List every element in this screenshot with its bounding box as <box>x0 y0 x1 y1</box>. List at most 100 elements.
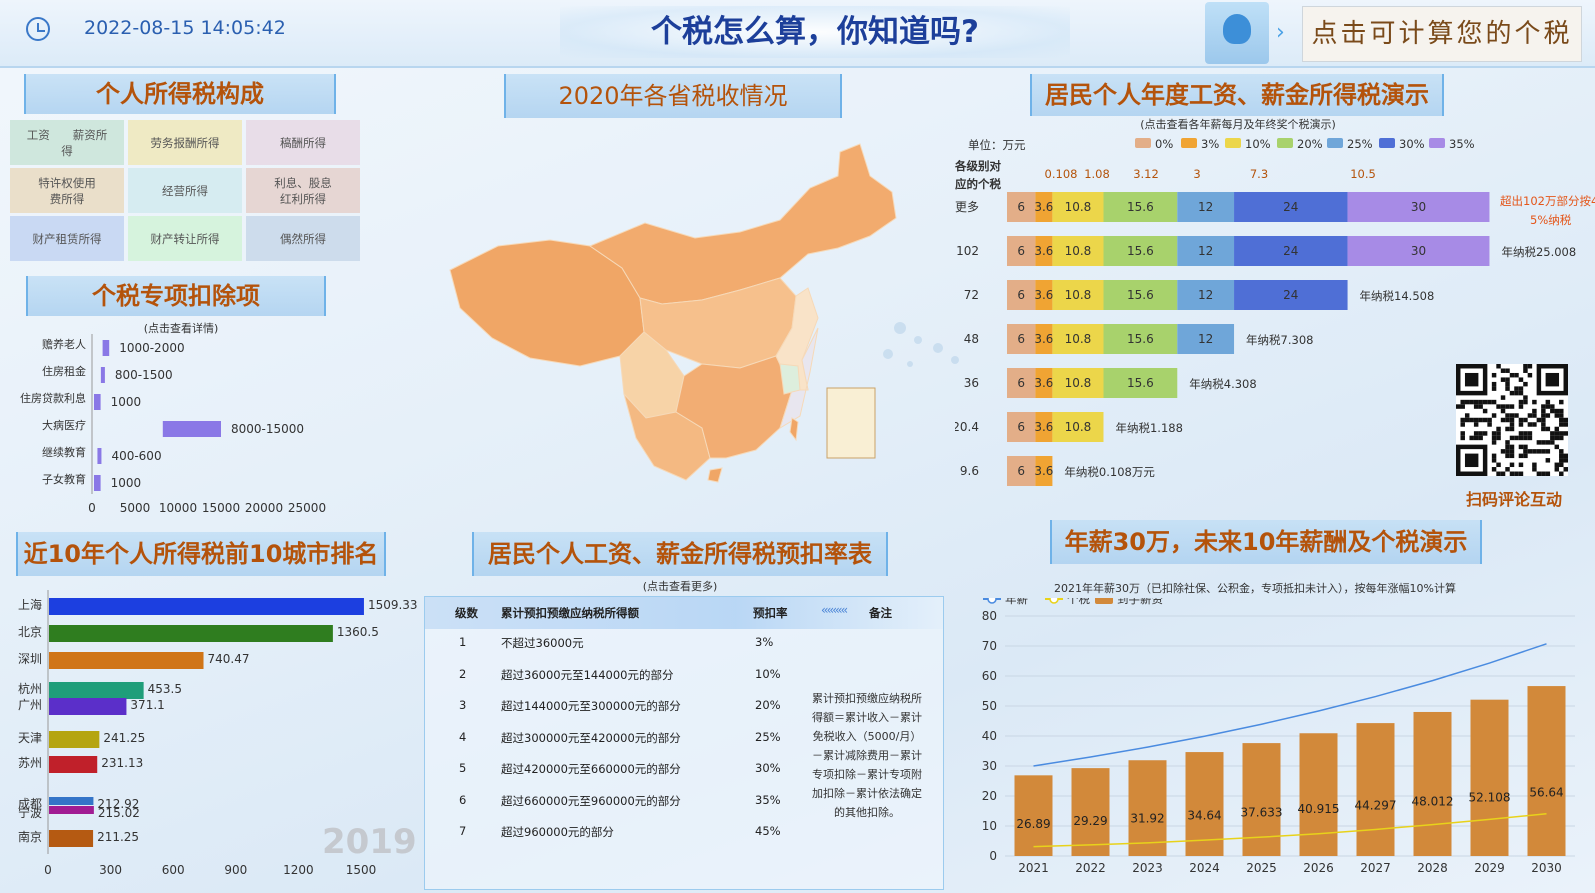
stack-segment[interactable] <box>1177 192 1235 222</box>
stack-segment[interactable] <box>1052 280 1104 310</box>
net-salary-bar[interactable] <box>1242 743 1281 856</box>
stack-segment[interactable] <box>1052 236 1104 266</box>
rate-table-row[interactable]: 3 超过144000元至300000元的部分 20% <box>425 698 795 722</box>
rate-table-row[interactable]: 4 超过300000元至420000元的部分 25% <box>425 730 795 754</box>
stack-segment[interactable] <box>1052 412 1104 442</box>
deduction-bar[interactable] <box>100 367 105 383</box>
stack-segment[interactable] <box>1035 456 1053 486</box>
stack-segment[interactable] <box>1103 368 1178 398</box>
calculate-tax-button[interactable]: 点击可计算您的个税 <box>1302 6 1582 62</box>
stack-segment[interactable] <box>1007 280 1036 310</box>
annual-salary-line[interactable] <box>1033 643 1547 767</box>
calculator-user-icon[interactable] <box>1205 2 1269 64</box>
stack-segment[interactable] <box>1103 236 1178 266</box>
stack-segment[interactable] <box>1177 280 1235 310</box>
net-salary-bar[interactable] <box>1470 699 1509 856</box>
stack-segment[interactable] <box>1103 192 1178 222</box>
legend-swatch[interactable] <box>1277 138 1293 148</box>
stack-segment[interactable] <box>1035 368 1053 398</box>
city-bar[interactable] <box>49 806 94 814</box>
income-type-cell[interactable]: 劳务报酬所得 <box>128 120 242 165</box>
legend-swatch[interactable] <box>1135 138 1151 148</box>
stack-segment[interactable] <box>1234 280 1348 310</box>
map-region-north[interactable] <box>588 143 897 305</box>
map-region-hainan[interactable] <box>707 467 723 483</box>
deduction-bar[interactable] <box>162 421 221 437</box>
map-region-coast[interactable] <box>779 327 819 430</box>
stack-segment[interactable] <box>1007 236 1036 266</box>
net-salary-bar[interactable] <box>1413 711 1452 856</box>
stack-segment[interactable] <box>1103 324 1178 354</box>
legend-swatch[interactable] <box>1379 138 1395 148</box>
city-bar[interactable] <box>49 682 144 699</box>
stack-segment[interactable] <box>1177 324 1235 354</box>
city-rank-chart[interactable]: 上海 1509.33 北京 1360.5 深圳 740.47 杭州 453.5 广州 371.1 天… <box>8 590 418 890</box>
map-region-fujian[interactable] <box>779 363 801 395</box>
deduction-bar[interactable] <box>94 394 101 410</box>
salary10-chart[interactable]: 年薪 个税 到手薪资0102030405060708026.89202129.292… <box>975 598 1595 893</box>
stack-segment[interactable] <box>1007 456 1036 486</box>
stack-segment[interactable] <box>1052 192 1104 222</box>
net-salary-bar[interactable] <box>1014 775 1053 856</box>
stack-segment[interactable] <box>1007 368 1036 398</box>
stack-segment[interactable] <box>1007 324 1036 354</box>
legend-swatch[interactable] <box>1181 138 1197 148</box>
deduction-bar[interactable] <box>94 475 101 491</box>
income-type-cell[interactable]: 财产转让所得 <box>128 216 242 261</box>
stack-segment[interactable] <box>1052 324 1104 354</box>
city-bar[interactable] <box>49 625 333 642</box>
map-region-taiwan[interactable] <box>789 417 799 442</box>
stack-segment[interactable] <box>1035 236 1053 266</box>
salary-legend-swatch[interactable] <box>1095 598 1113 604</box>
rate-table-row[interactable]: 2 超过36000元至144000元的部分 10% <box>425 667 795 691</box>
china-tax-map[interactable] <box>440 128 980 508</box>
city-bar[interactable] <box>49 830 94 847</box>
income-type-cell[interactable]: 稿酬所得 <box>246 120 360 165</box>
stack-segment[interactable] <box>1103 280 1178 310</box>
legend-swatch[interactable] <box>1429 138 1445 148</box>
income-type-cell[interactable]: 经营所得 <box>128 168 242 213</box>
net-salary-bar[interactable] <box>1527 686 1566 856</box>
stack-segment[interactable] <box>1234 192 1348 222</box>
qr-code[interactable] <box>1456 364 1568 476</box>
rate-table-row[interactable]: 6 超过660000元至960000元的部分 35% <box>425 793 795 817</box>
deduction-chart[interactable]: 赡养老人 1000-2000 住房租金 800-1500 住房贷款利息 1000 大病医疗 8… <box>8 334 388 520</box>
income-type-cell[interactable]: 偶然所得 <box>246 216 360 261</box>
annual-tax-chart[interactable]: 0% 3% 10% 20% 25% 30% 35% 0.108 1.08 3.12 3 7.3 10.5… <box>955 130 1595 495</box>
rate-table-row[interactable]: 1 不超过36000元 3% <box>425 635 795 659</box>
city-bar[interactable] <box>49 598 364 615</box>
stack-segment[interactable] <box>1007 192 1036 222</box>
stack-segment[interactable] <box>1035 280 1053 310</box>
annual-demo-subtitle[interactable]: (点击查看各年薪每月及年终奖个税演示) <box>1140 118 1336 131</box>
income-type-cell[interactable]: 利息、股息 红利所得 <box>246 168 360 213</box>
deduction-bar[interactable] <box>97 448 102 464</box>
stack-segment[interactable] <box>1234 236 1348 266</box>
city-bar[interactable] <box>49 797 94 805</box>
net-salary-bar[interactable] <box>1071 768 1110 856</box>
stack-segment[interactable] <box>1007 412 1036 442</box>
net-salary-bar[interactable] <box>1185 752 1224 856</box>
city-bar[interactable] <box>49 731 100 748</box>
rate-table-subtitle[interactable]: (点击查看更多) <box>642 580 718 593</box>
stack-segment[interactable] <box>1035 324 1053 354</box>
stack-segment[interactable] <box>1347 192 1490 222</box>
tax-line[interactable] <box>1033 812 1547 848</box>
legend-swatch[interactable] <box>1225 138 1241 148</box>
income-type-cell[interactable]: 财产租赁所得 <box>10 216 124 261</box>
deduction-subtitle[interactable]: (点击查看详情) <box>143 322 219 335</box>
net-salary-bar[interactable] <box>1356 723 1395 856</box>
city-bar[interactable] <box>49 756 98 773</box>
rate-table-row[interactable]: 7 超过960000元的部分 45% <box>425 824 795 848</box>
income-type-cell[interactable]: 特许权使用 费所得 <box>10 168 124 213</box>
rate-table-row[interactable]: 5 超过420000元至660000元的部分 30% <box>425 761 795 785</box>
stack-segment[interactable] <box>1052 368 1104 398</box>
city-bar[interactable] <box>49 652 204 669</box>
stack-segment[interactable] <box>1177 236 1235 266</box>
net-salary-bar[interactable] <box>1128 760 1167 856</box>
stack-segment[interactable] <box>1035 192 1053 222</box>
stack-segment[interactable] <box>1347 236 1490 266</box>
income-type-cell[interactable]: 工资 薪资所得 <box>10 120 124 165</box>
legend-swatch[interactable] <box>1327 138 1343 148</box>
city-bar[interactable] <box>49 698 127 715</box>
stack-segment[interactable] <box>1035 412 1053 442</box>
